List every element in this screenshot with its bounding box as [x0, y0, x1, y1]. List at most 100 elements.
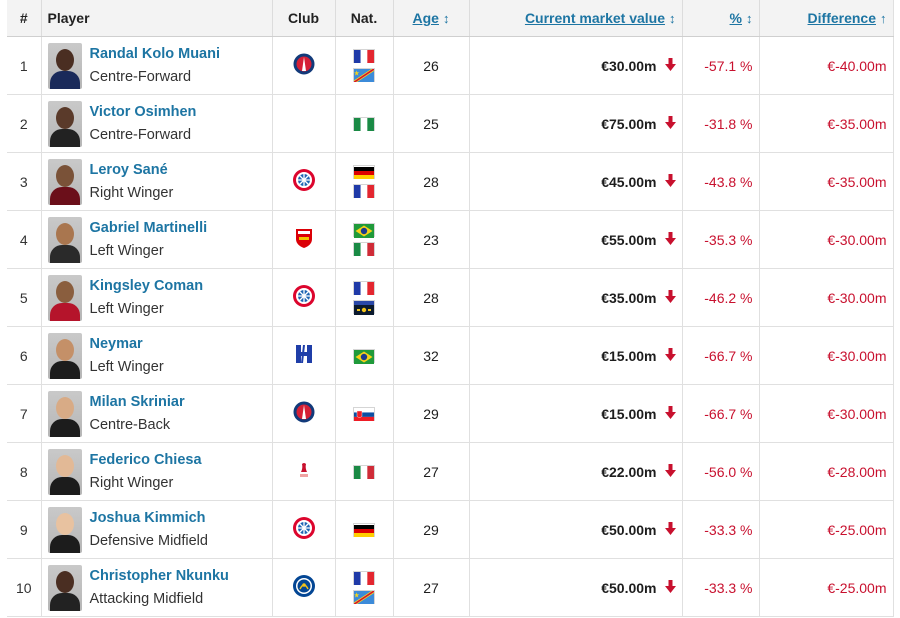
age-cell: 25 — [392, 94, 469, 153]
market-value[interactable]: €15.00m — [601, 405, 657, 422]
player-cell: Joshua Kimmich Defensive Midfield — [40, 500, 272, 559]
diff-cell: €-30.00m — [758, 326, 894, 385]
club-cell — [271, 152, 335, 211]
club-arsenal-icon[interactable] — [292, 226, 316, 250]
nat-cell — [334, 442, 393, 501]
rank-cell: 4 — [7, 210, 41, 269]
pct-value: -66.7 % — [704, 347, 753, 364]
rank-value: 2 — [19, 115, 28, 132]
age-value: 25 — [423, 115, 439, 132]
sort-both-icon[interactable]: ↕ — [669, 11, 676, 26]
club-bayern-icon[interactable] — [292, 284, 316, 308]
market-value[interactable]: €30.00m — [601, 57, 657, 74]
flag-dr-congo-icon — [353, 590, 375, 605]
value-header-label[interactable]: Current market value — [524, 10, 665, 26]
market-value[interactable]: €15.00m — [601, 347, 657, 364]
age-sort-header[interactable]: Age ↕ — [392, 0, 469, 37]
flag-germany-icon — [353, 165, 375, 179]
market-value-table: # Player Club Nat. Age ↕ Current market v… — [7, 0, 894, 617]
rank-cell: 3 — [7, 152, 41, 211]
age-value: 27 — [423, 579, 439, 596]
club-al-hilal-icon[interactable] — [292, 342, 316, 366]
pct-cell: -56.0 % — [681, 442, 759, 501]
player-name-link[interactable]: Leroy Sané — [89, 161, 168, 178]
player-position: Left Winger — [89, 300, 164, 317]
rank-value: 6 — [19, 347, 28, 364]
club-psg-icon[interactable] — [292, 52, 316, 76]
player-photo[interactable] — [47, 274, 82, 321]
diff-value: €-25.00m — [827, 579, 887, 596]
flag-france-icon — [353, 281, 375, 296]
down-arrow-icon — [664, 405, 676, 422]
pct-value: -66.7 % — [704, 405, 753, 422]
age-cell: 23 — [392, 210, 469, 269]
club-bayern-icon[interactable] — [292, 168, 316, 192]
market-value[interactable]: €55.00m — [601, 231, 657, 248]
age-cell: 32 — [392, 326, 469, 385]
diff-sort-header[interactable]: Difference ↑ — [758, 0, 894, 37]
player-name-link[interactable]: Gabriel Martinelli — [89, 219, 208, 236]
market-value[interactable]: €22.00m — [601, 463, 657, 480]
market-value[interactable]: €75.00m — [601, 115, 657, 132]
rank-header-label: # — [19, 10, 28, 26]
club-chelsea-icon[interactable] — [292, 574, 316, 598]
value-cell: €22.00m — [468, 442, 682, 501]
player-name-link[interactable]: Kingsley Coman — [89, 277, 204, 294]
market-value[interactable]: €45.00m — [601, 173, 657, 190]
flag-slovakia-icon — [353, 406, 375, 421]
player-photo[interactable] — [47, 158, 82, 205]
diff-cell: €-30.00m — [758, 210, 894, 269]
table-row: 1 Randal Kolo Muani Centre-Forward 26 €3… — [7, 36, 894, 95]
pct-header-label[interactable]: % — [729, 10, 742, 26]
market-value[interactable]: €50.00m — [601, 521, 657, 538]
club-liverpool-icon[interactable] — [292, 458, 316, 482]
club-header-label: Club — [287, 10, 320, 26]
age-cell: 28 — [392, 268, 469, 327]
pct-sort-header[interactable]: % ↕ — [681, 0, 759, 37]
player-cell: Milan Skriniar Centre-Back — [40, 384, 272, 443]
diff-value: €-35.00m — [827, 173, 887, 190]
club-galatasaray-icon[interactable] — [292, 110, 316, 134]
market-value[interactable]: €35.00m — [601, 289, 657, 306]
sort-asc-icon[interactable]: ↑ — [880, 11, 887, 26]
player-name-link[interactable]: Federico Chiesa — [89, 451, 202, 468]
age-header-label[interactable]: Age — [412, 10, 439, 26]
player-photo[interactable] — [47, 390, 82, 437]
player-photo[interactable] — [47, 506, 82, 553]
player-photo[interactable] — [47, 332, 82, 379]
player-photo[interactable] — [47, 42, 82, 89]
pct-cell: -57.1 % — [681, 36, 759, 95]
age-value: 32 — [423, 347, 439, 364]
player-name-link[interactable]: Christopher Nkunku — [89, 567, 229, 584]
player-name-link[interactable]: Neymar — [89, 335, 143, 352]
value-cell: €50.00m — [468, 500, 682, 559]
down-arrow-icon — [664, 463, 676, 480]
market-value[interactable]: €50.00m — [601, 579, 657, 596]
rank-cell: 8 — [7, 442, 41, 501]
sort-both-icon[interactable]: ↕ — [746, 11, 753, 26]
player-photo[interactable] — [47, 216, 82, 263]
diff-value: €-35.00m — [827, 115, 887, 132]
sort-both-icon[interactable]: ↕ — [442, 11, 450, 26]
club-psg-icon[interactable] — [292, 400, 316, 424]
value-sort-header[interactable]: Current market value ↕ — [468, 0, 682, 37]
player-photo[interactable] — [47, 448, 82, 495]
down-arrow-icon — [664, 173, 676, 190]
player-name-link[interactable]: Milan Skriniar — [89, 393, 185, 410]
club-bayern-icon[interactable] — [292, 516, 316, 540]
pct-cell: -46.2 % — [681, 268, 759, 327]
player-photo[interactable] — [47, 564, 82, 611]
player-position: Centre-Forward — [89, 68, 192, 85]
player-position: Defensive Midfield — [89, 532, 208, 549]
pct-cell: -35.3 % — [681, 210, 759, 269]
club-cell — [271, 558, 335, 617]
diff-header-label[interactable]: Difference — [807, 10, 876, 26]
player-name-link[interactable]: Victor Osimhen — [89, 103, 197, 120]
player-position: Right Winger — [89, 184, 174, 201]
pct-value: -35.3 % — [704, 231, 753, 248]
player-name-link[interactable]: Joshua Kimmich — [89, 509, 206, 526]
age-value: 27 — [423, 463, 439, 480]
diff-value: €-28.00m — [827, 463, 887, 480]
player-name-link[interactable]: Randal Kolo Muani — [89, 45, 221, 62]
player-photo[interactable] — [47, 100, 82, 147]
